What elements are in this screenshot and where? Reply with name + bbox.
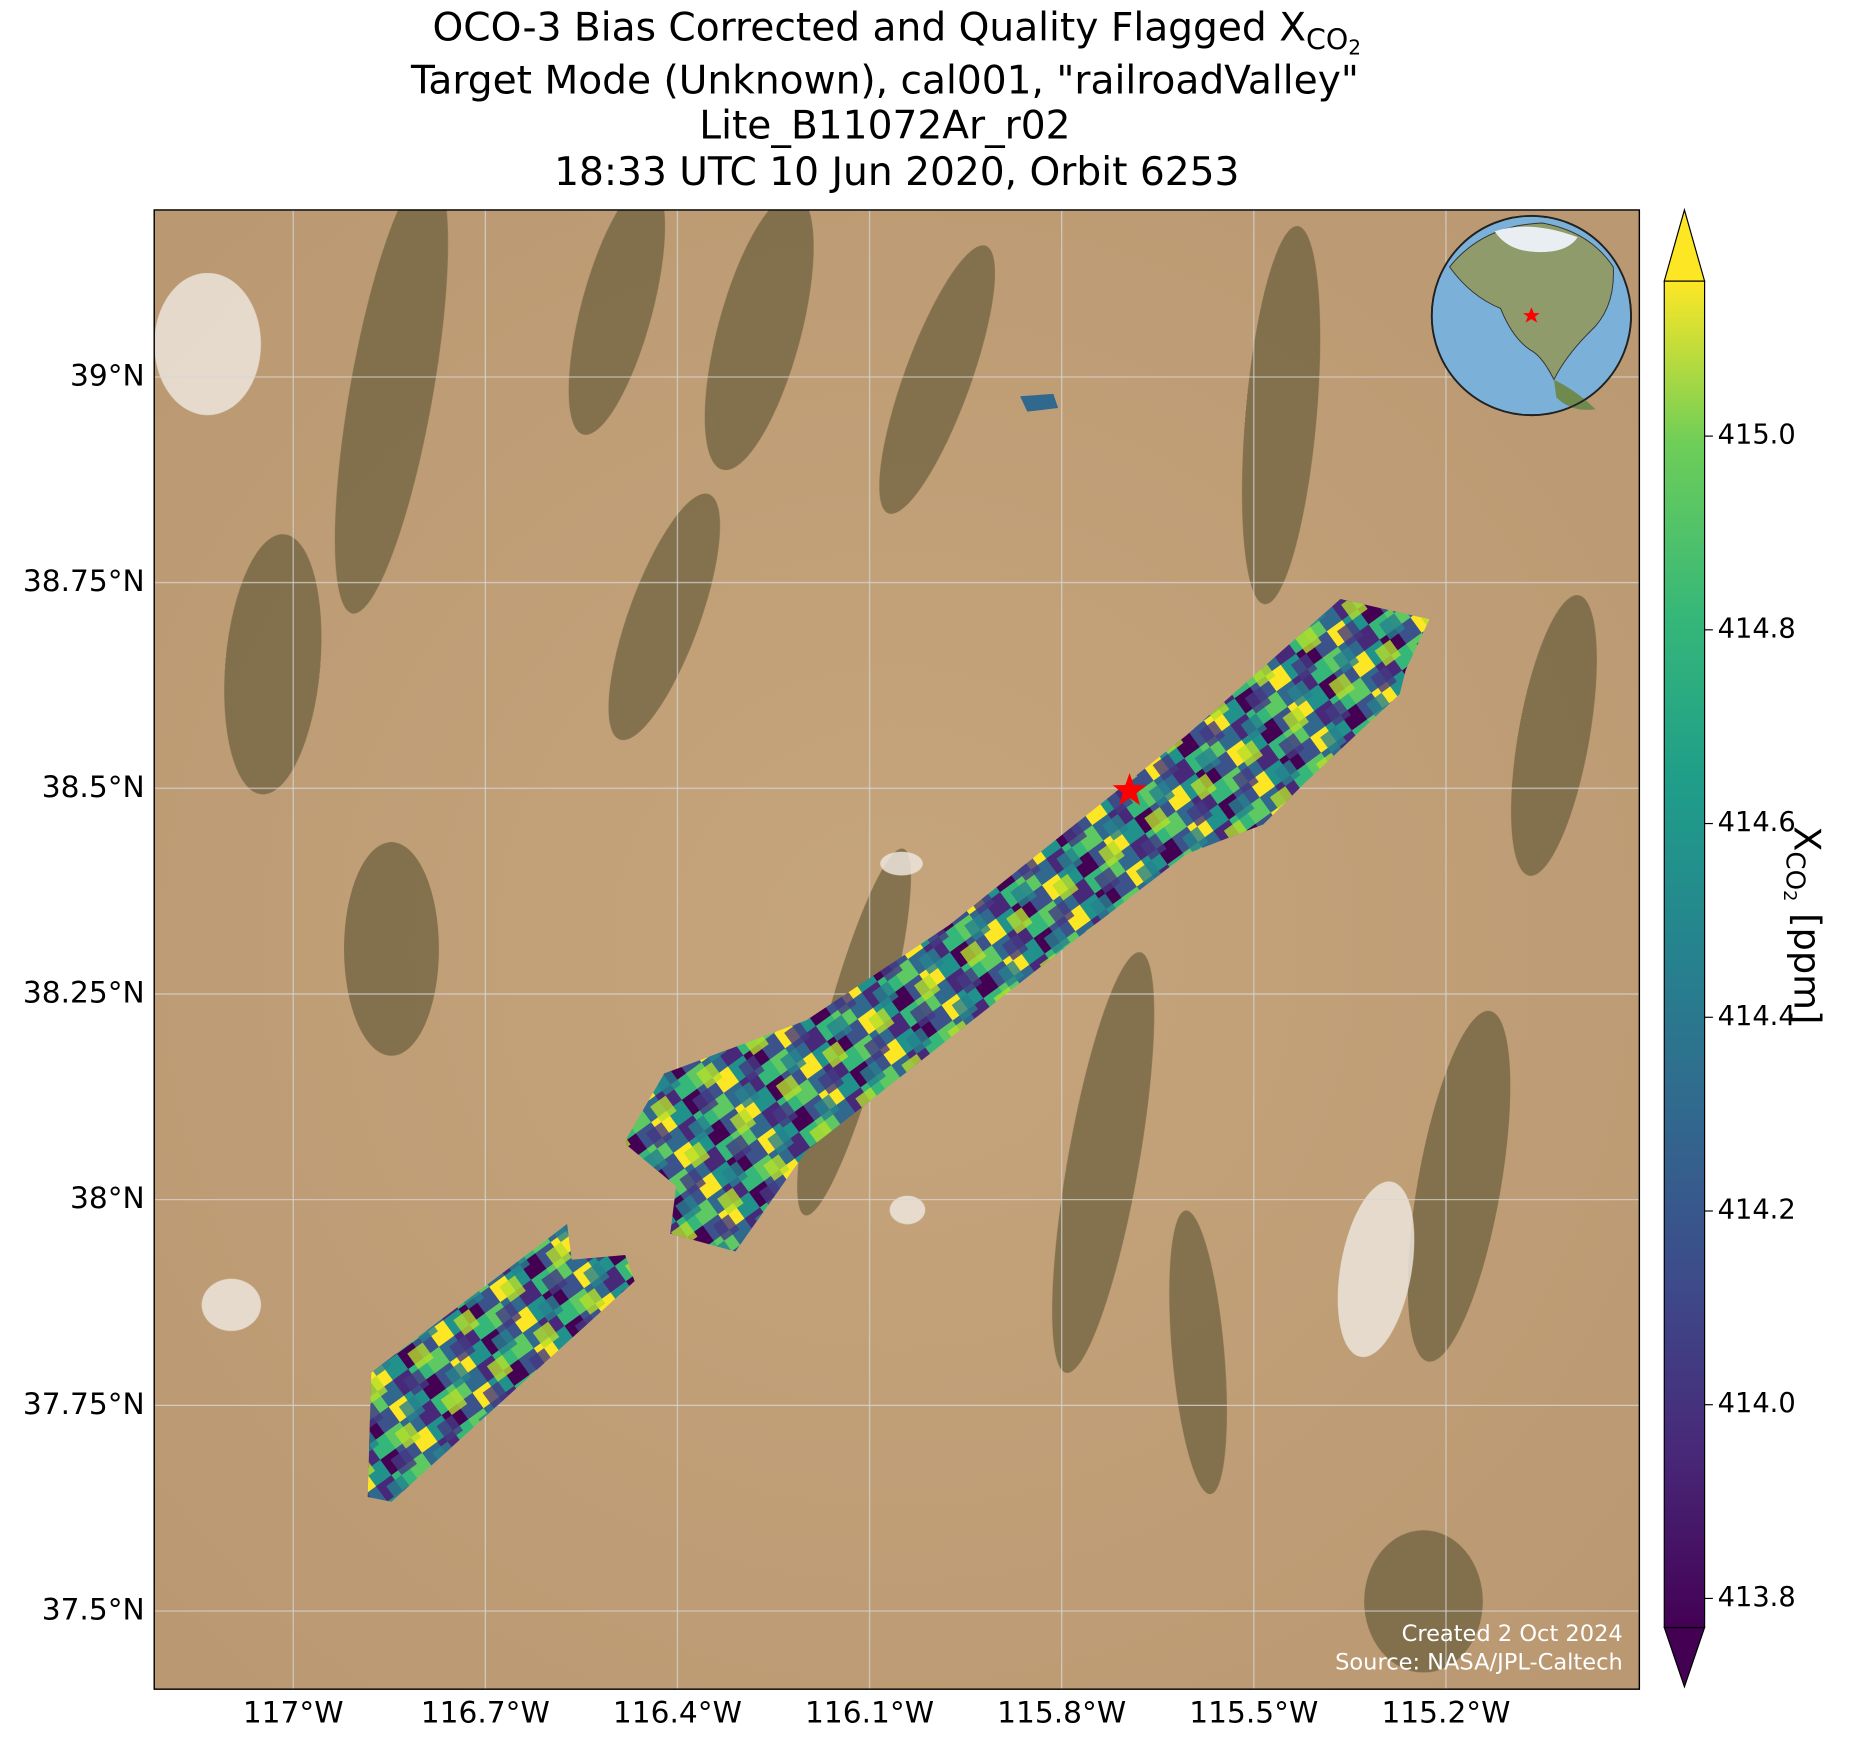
colorbar-extend-min xyxy=(1663,1626,1706,1689)
swath xyxy=(367,1224,635,1502)
grid xyxy=(154,209,1640,1690)
credit: Created 2 Oct 2024 xyxy=(1402,1621,1623,1647)
colorbar-label-text: X xyxy=(1786,826,1829,851)
x-tick-label: 116.7°W xyxy=(421,1695,550,1730)
credit: Source: NASA/JPL-Caltech xyxy=(1335,1650,1623,1676)
map-area: Created 2 Oct 2024 Source: NASA/JPL-Calt… xyxy=(154,209,1640,1690)
dry-lakes xyxy=(154,272,1415,1358)
globe-inset xyxy=(1430,215,1632,417)
title-line: Lite_B11072Ar_r02 xyxy=(699,104,1070,149)
x-tick-label: 115.5°W xyxy=(1189,1695,1318,1730)
colorbar-tick-label: 414.6 xyxy=(1718,807,1796,838)
axes: 117°W 116.7°W 116.4°W 116.1°W 115.8°W 115.5°W… xyxy=(23,357,1511,1729)
globe-land xyxy=(1448,222,1614,381)
title-subsub: 2 xyxy=(1348,35,1361,59)
swath xyxy=(1020,393,1059,412)
figure-content: OCO-3 Bias Corrected and Quality Flagged… xyxy=(23,5,1829,1729)
colorbar: 413.8 414.0 414.2 414.4 414.6 414.8 415.0 xyxy=(1663,207,1796,1689)
title-line: OCO-3 Bias Corrected and Quality Flagged… xyxy=(432,5,1361,59)
y-tick-label: 38.75°N xyxy=(23,563,145,598)
y-tick-label: 38.25°N xyxy=(23,974,145,1009)
globe-target xyxy=(1523,307,1540,323)
title-line: 18:33 UTC 10 Jun 2020, Orbit 6253 xyxy=(554,150,1239,195)
colorbar-bar xyxy=(1663,280,1706,1629)
map-frame xyxy=(153,209,1641,1690)
swath xyxy=(626,599,1430,1252)
y-tick-label: 37.75°N xyxy=(23,1386,145,1421)
colorbar-tick-label: 415.0 xyxy=(1718,420,1796,451)
globe-ice xyxy=(1494,226,1578,253)
x-tick-label: 116.1°W xyxy=(805,1695,934,1730)
globe-outline xyxy=(1430,215,1632,417)
colorbar-label-unit: [ppm] xyxy=(1786,901,1829,1024)
y-tick-label: 39°N xyxy=(70,357,145,392)
colorbar-tick-label: 414.4 xyxy=(1718,1001,1796,1032)
colorbar-tick-label: 414.2 xyxy=(1718,1194,1796,1225)
colorbar-label-sub: CO xyxy=(1780,851,1810,890)
x-tick-label: 116.4°W xyxy=(613,1695,742,1730)
y-tick-label: 37.5°N xyxy=(42,1592,145,1627)
y-tick-label: 38°N xyxy=(70,1180,145,1215)
target-star xyxy=(1112,772,1147,806)
soundings xyxy=(367,393,1430,1502)
colorbar-tick-label: 414.0 xyxy=(1718,1388,1796,1419)
title-sub: CO xyxy=(1306,24,1348,57)
x-tick-label: 115.8°W xyxy=(997,1695,1126,1730)
colorbar-extend-max xyxy=(1663,207,1706,282)
x-tick-label: 115.2°W xyxy=(1381,1695,1510,1730)
colorbar-label-subsub: 2 xyxy=(1779,890,1800,901)
colorbar-label: XCO2 [ppm] xyxy=(1779,826,1829,1024)
colorbar-tick-label: 413.8 xyxy=(1718,1582,1796,1613)
x-tick-label: 117°W xyxy=(243,1695,344,1730)
title-text: OCO-3 Bias Corrected and Quality Flagged… xyxy=(432,5,1306,50)
globe-land xyxy=(1553,379,1596,410)
colorbar-tick-label: 414.8 xyxy=(1718,613,1796,644)
title-line: Target Mode (Unknown), cal001, "railroad… xyxy=(410,59,1359,104)
y-tick-label: 38.5°N xyxy=(42,769,145,804)
